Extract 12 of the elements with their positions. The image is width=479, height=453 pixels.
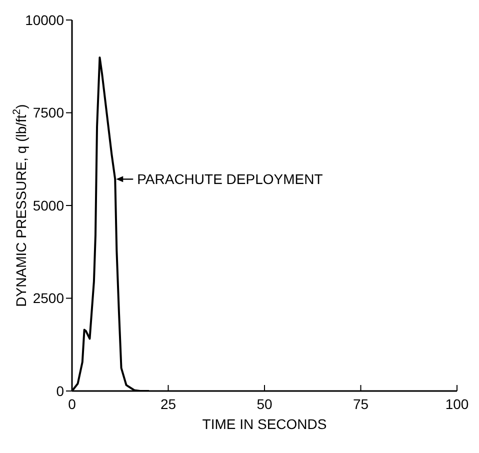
y-tick-label: 5000 bbox=[32, 197, 64, 214]
y-tick-label: 10000 bbox=[25, 12, 64, 28]
x-tick-label: 0 bbox=[68, 396, 76, 412]
y-tick-label: 0 bbox=[56, 382, 64, 399]
x-tick-label: 25 bbox=[160, 396, 176, 412]
x-tick-label: 100 bbox=[445, 396, 469, 412]
y-tick-label: 7500 bbox=[32, 104, 64, 121]
x-tick-label: 50 bbox=[256, 396, 272, 412]
x-tick-label: 75 bbox=[352, 396, 369, 412]
x-axis-title: TIME IN SECONDS bbox=[202, 416, 327, 432]
y-tick-label: 2500 bbox=[32, 290, 64, 306]
annotation: PARACHUTE DEPLOYMENT bbox=[137, 171, 324, 188]
